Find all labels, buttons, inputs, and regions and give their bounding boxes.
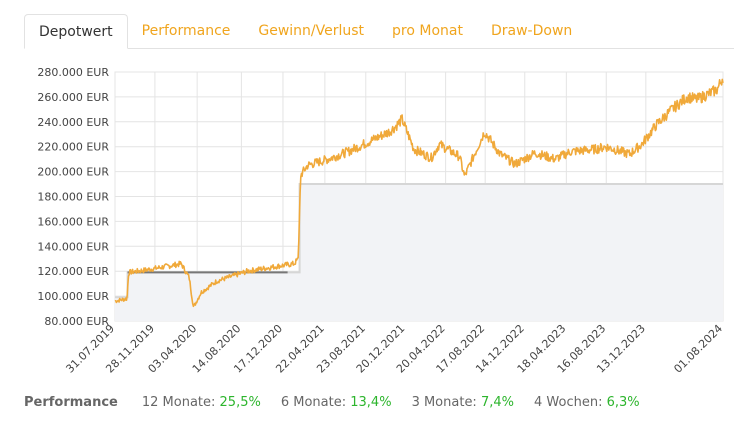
x-tick-label: 01.08.2024 <box>671 322 725 376</box>
tab-depotwert[interactable]: Depotwert <box>24 14 128 49</box>
perf-6-months: 6 Monate: 13,4% <box>281 395 392 410</box>
y-tick-label: 100.000 EUR <box>37 290 109 303</box>
depot-chart[interactable]: 80.000 EUR 100.000 EUR 120.000 EUR 140.000 … <box>0 58 750 392</box>
y-tick-label: 80.000 EUR <box>44 315 109 328</box>
y-tick-label: 180.000 EUR <box>37 191 109 204</box>
y-tick-label: 200.000 EUR <box>37 166 109 179</box>
perf-label: 6 Monate: <box>280 395 347 410</box>
perf-3-months: 3 Monate: 7,4% <box>412 395 514 410</box>
performance-title: Performance <box>24 395 118 410</box>
y-axis: 80.000 EUR 100.000 EUR 120.000 EUR 140.000 … <box>37 66 109 328</box>
tab-pro-monat[interactable]: pro Monat <box>392 23 463 39</box>
perf-value: 7,4% <box>480 395 514 410</box>
performance-summary: Performance 12 Monate: 25,5% 6 Monate: 1… <box>24 395 660 410</box>
perf-value: 13,4% <box>350 395 392 410</box>
perf-value: 6,3% <box>606 395 640 410</box>
y-tick-label: 140.000 EUR <box>37 240 109 253</box>
x-axis: 31.07.201928.11.201903.04.202014.08.2020… <box>63 322 725 376</box>
invested-area <box>115 184 723 321</box>
y-tick-label: 220.000 EUR <box>37 141 109 154</box>
y-tick-label: 160.000 EUR <box>37 215 109 228</box>
perf-4-weeks: 4 Wochen: 6,3% <box>534 395 640 410</box>
y-tick-label: 240.000 EUR <box>37 116 109 129</box>
perf-label: 4 Wochen: <box>534 395 603 410</box>
y-tick-label: 280.000 EUR <box>37 66 109 79</box>
perf-label: 3 Monate: <box>411 395 477 410</box>
tab-draw-down[interactable]: Draw-Down <box>490 23 573 39</box>
tab-gewinn-verlust[interactable]: Gewinn/Verlust <box>258 23 365 39</box>
depot-value-line[interactable] <box>114 78 724 308</box>
tab-bar: Depotwert Performance Gewinn/Verlust pro… <box>24 14 734 49</box>
tab-performance[interactable]: Performance <box>141 23 231 39</box>
perf-value: 25,5% <box>219 395 261 410</box>
y-tick-label: 120.000 EUR <box>37 265 109 278</box>
y-tick-label: 260.000 EUR <box>37 91 109 104</box>
perf-label: 12 Monate: <box>141 395 216 410</box>
perf-12-months: 12 Monate: 25,5% <box>142 395 261 410</box>
